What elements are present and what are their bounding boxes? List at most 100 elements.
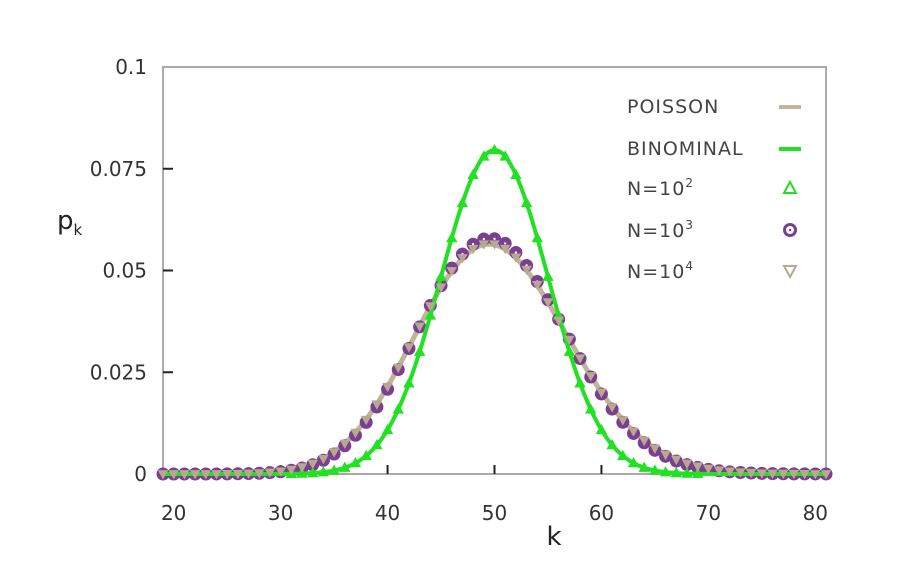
- point-n1e2: [670, 467, 682, 478]
- point-n1e4: [425, 302, 436, 312]
- series-n1e2: [285, 144, 704, 478]
- point-n1e2: [467, 168, 479, 179]
- point-n1e2: [349, 457, 362, 468]
- point-n1e4: [756, 469, 768, 479]
- point-n1e4: [617, 416, 629, 426]
- x-tick-label: 30: [268, 501, 293, 525]
- y-axis-title-subscript: k: [74, 221, 83, 239]
- point-n1e4: [681, 459, 693, 469]
- point-n1e4: [788, 469, 800, 480]
- point-n1e4: [254, 469, 265, 479]
- series-binominal: [163, 148, 826, 476]
- point-n1e2: [328, 464, 340, 475]
- point-n1e2: [649, 464, 661, 475]
- series-n1e3: [156, 232, 833, 481]
- x-tick-label: 60: [589, 501, 614, 525]
- point-n1e4: [414, 322, 425, 332]
- point-n1e4: [649, 444, 661, 454]
- point-n1e4: [778, 469, 789, 480]
- point-n1e4: [660, 450, 671, 461]
- point-n1e4: [328, 448, 340, 458]
- series-poisson: [163, 241, 826, 477]
- legend-label-poisson: POISSON: [627, 96, 719, 118]
- point-n1e3-center: [514, 251, 518, 254]
- point-n1e3-center: [503, 242, 507, 245]
- legend-label-n1e3: N=103: [627, 218, 694, 242]
- point-n1e4: [243, 469, 254, 479]
- y-axis-title: pk: [57, 206, 83, 239]
- point-n1e2: [381, 423, 394, 435]
- x-tick-label: 50: [482, 501, 507, 525]
- y-tick-label: 0: [134, 462, 147, 486]
- point-n1e4: [564, 335, 575, 346]
- point-n1e2: [317, 466, 330, 477]
- legend-label-n1e2: N=102: [627, 176, 694, 200]
- point-n1e2: [542, 270, 554, 281]
- y-tick-label: 0.05: [102, 259, 147, 283]
- legend-swatch-n1e3: [783, 223, 797, 237]
- point-n1e4: [574, 354, 586, 364]
- point-n1e2: [520, 196, 533, 208]
- point-n1e4: [499, 244, 511, 255]
- point-n1e2: [585, 403, 597, 414]
- point-n1e4: [296, 463, 308, 473]
- legend-swatch-n1e3-center: [788, 228, 792, 232]
- point-n1e3-center: [482, 237, 486, 241]
- point-n1e2: [681, 467, 693, 478]
- point-n1e4: [211, 470, 222, 480]
- legend-label-binominal: BINOMINAL: [627, 138, 744, 160]
- point-n1e2: [488, 144, 501, 155]
- point-n1e2: [563, 345, 576, 356]
- point-n1e4: [606, 403, 618, 413]
- point-n1e2: [371, 439, 383, 450]
- point-n1e4: [189, 470, 201, 480]
- point-n1e4: [168, 470, 179, 480]
- point-n1e2: [617, 449, 629, 460]
- point-n1e2: [595, 423, 608, 435]
- x-axis-title: k: [546, 522, 561, 552]
- point-n1e4: [810, 470, 821, 480]
- x-tick-label: 70: [696, 501, 721, 525]
- point-n1e4: [382, 382, 393, 393]
- point-n1e4: [232, 469, 244, 480]
- point-n1e2: [360, 449, 372, 460]
- x-tick-label: 40: [375, 501, 400, 525]
- x-tick-label: 20: [161, 501, 186, 525]
- point-n1e4: [489, 240, 500, 250]
- point-n1e2: [435, 270, 447, 281]
- point-n1e2: [392, 403, 404, 414]
- plot-area: [156, 144, 833, 481]
- y-tick-label: 0.025: [90, 360, 147, 384]
- point-n1e2: [446, 232, 458, 243]
- point-n1e3-center: [471, 243, 475, 246]
- point-n1e2: [424, 309, 437, 320]
- series-n1e4: [157, 240, 832, 480]
- point-n1e4: [339, 439, 351, 450]
- point-n1e2: [606, 439, 618, 450]
- point-n1e4: [446, 267, 457, 277]
- point-n1e4: [799, 470, 810, 480]
- point-n1e2: [499, 150, 511, 161]
- point-n1e4: [371, 400, 383, 410]
- point-n1e4: [745, 468, 757, 479]
- point-n1e4: [628, 427, 639, 437]
- point-n1e4: [542, 298, 554, 308]
- series-line-binominal: [163, 148, 826, 476]
- point-n1e4: [724, 467, 735, 477]
- point-n1e4: [350, 428, 361, 439]
- point-n1e4: [478, 240, 490, 250]
- point-n1e4: [264, 468, 276, 478]
- point-n1e4: [596, 388, 607, 398]
- point-n1e2: [478, 150, 490, 161]
- point-n1e2: [531, 232, 543, 243]
- point-n1e4: [275, 467, 286, 477]
- point-n1e4: [221, 470, 233, 480]
- y-tick-label: 0.1: [115, 55, 147, 79]
- point-n1e2: [339, 461, 351, 472]
- point-n1e4: [692, 462, 703, 472]
- y-axis-title-main: p: [57, 206, 74, 236]
- legend: POISSON BINOMINAL N=102 N=103 N=104: [627, 96, 801, 283]
- x-tick-label: 80: [803, 501, 828, 525]
- point-n1e4: [585, 372, 596, 382]
- point-n1e4: [435, 283, 447, 293]
